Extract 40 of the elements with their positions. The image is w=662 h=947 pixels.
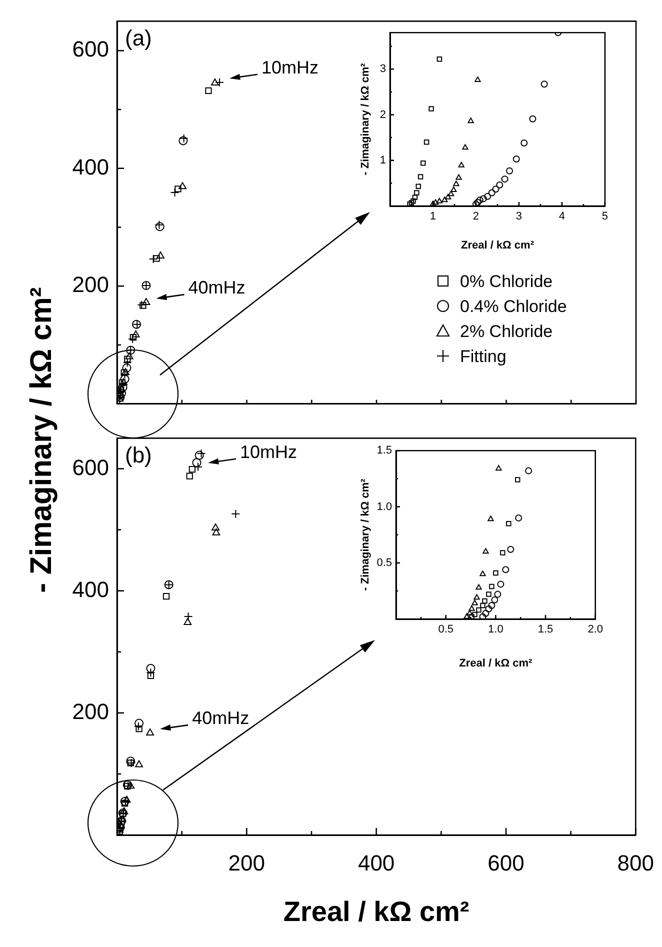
x-tick-label: 3 <box>516 210 522 223</box>
annotation: 10mHz <box>262 57 319 78</box>
x-tick-label: 2 <box>472 210 480 223</box>
x-tick-label: 4 <box>558 210 566 223</box>
annotation: 40mHz <box>188 278 246 298</box>
annotation: 40mHz <box>192 708 250 728</box>
x-tick-label: 0.5 <box>438 624 454 636</box>
y-axis-title: - Zimaginary / kΩ cm² <box>360 62 372 176</box>
y-tick-label: 2 <box>380 108 386 121</box>
x-tick-label: 1.0 <box>488 624 504 636</box>
legend-label: 2% Chloride <box>460 320 553 343</box>
y-tick-label: 200 <box>72 272 109 298</box>
y-tick-label: 1.0 <box>376 500 392 513</box>
x-axis-title: Zreal / kΩ cm² <box>460 239 534 252</box>
x-tick-label: 200 <box>228 850 266 876</box>
y-tick-label: 3 <box>380 63 386 76</box>
y-axis-title: - Zimaginary / kΩ cm² <box>360 478 372 591</box>
x-tick-label: 800 <box>617 850 654 876</box>
legend-label: Fitting <box>460 346 506 368</box>
x-tick-label: 5 <box>602 210 608 223</box>
y-tick-label: 1.5 <box>376 444 392 457</box>
y-tick-label: 600 <box>72 36 109 62</box>
y-tick-label: 200 <box>72 698 109 724</box>
y-tick-label: 400 <box>72 576 109 602</box>
x-tick-label: 1.5 <box>538 624 554 636</box>
x-axis-title: Zreal / kΩ cm² <box>459 657 533 670</box>
y-tick-label: 1 <box>380 154 386 166</box>
x-tick-label: 2.0 <box>588 624 604 636</box>
y-tick-label: 0.5 <box>376 556 392 569</box>
annotation: 10mHz <box>240 442 298 462</box>
annotation: (a) <box>125 25 152 50</box>
legend-label: 0.4% Chloride <box>460 296 567 318</box>
legend-label: 0% Chloride <box>460 270 553 293</box>
x-tick-label: 600 <box>488 850 524 876</box>
y-tick-label: 600 <box>72 454 109 480</box>
x-axis-title: Zreal / kΩ cm² <box>283 896 470 927</box>
y-axis-title: - Zimaginary / kΩ cm² <box>25 287 59 593</box>
annotation: (b) <box>125 442 152 468</box>
y-tick-label: 400 <box>72 154 109 180</box>
x-tick-label: 1 <box>430 210 436 223</box>
